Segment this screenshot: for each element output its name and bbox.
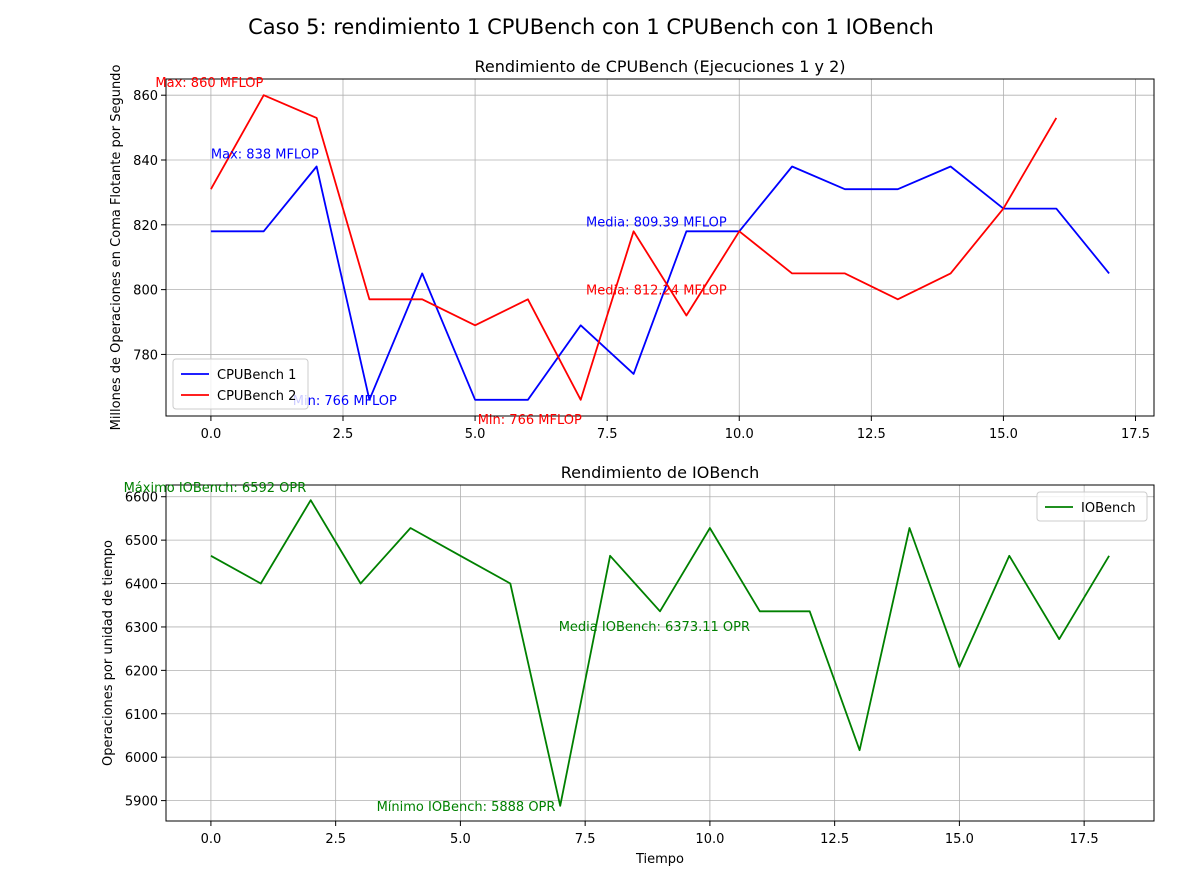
- annotation-label: Max: 860 MFLOP: [155, 76, 263, 91]
- series-line-cpubench-2: [210, 94, 1058, 401]
- x-tick-label: 5.0: [465, 427, 486, 442]
- x-tick-label: 15.0: [989, 427, 1018, 442]
- legend: IOBench: [1036, 491, 1148, 522]
- y-tick-label: 6500: [125, 534, 158, 549]
- x-tick-label: 2.5: [333, 427, 354, 442]
- y-tick-label: 6600: [125, 491, 158, 506]
- annotation-label: Media: 809.39 MFLOP: [586, 216, 727, 231]
- y-tick-label: 840: [133, 154, 158, 169]
- chart-title: Rendimiento de IOBench: [561, 463, 759, 482]
- legend-label: IOBench: [1081, 501, 1136, 516]
- series-line-iobench: [210, 499, 1110, 807]
- y-axis-label: Millones de Operaciones en Coma Flotante…: [109, 65, 124, 431]
- annotation-label: Máximo IOBench: 6592 OPR: [124, 481, 307, 496]
- x-tick-label: 10.0: [725, 427, 754, 442]
- x-tick-label: 10.0: [695, 832, 724, 847]
- x-tick-label: 17.5: [1121, 427, 1150, 442]
- x-tick-label: 12.5: [857, 427, 886, 442]
- annotation-label: Media IOBench: 6373.11 OPR: [559, 620, 750, 635]
- x-tick-label: 7.5: [597, 427, 618, 442]
- iobench-chart: 0.0 2.5 5.0 7.5 10.0 12.5 15.0 17.5 5900 6000 6100…: [101, 463, 1155, 867]
- x-tick-label: 2.5: [325, 832, 346, 847]
- y-tick-label: 6000: [125, 751, 158, 766]
- y-tick-label: 780: [133, 348, 158, 363]
- annotation-label: Media: 812.24 MFLOP: [586, 284, 727, 299]
- y-tick-label: 860: [133, 89, 158, 104]
- annotation-label: Min: 766 MFLOP: [293, 394, 397, 409]
- y-axis-label: Operaciones por unidad de tiempo: [101, 540, 116, 766]
- annotation-label: Max: 838 MFLOP: [211, 148, 319, 163]
- annotation-label: Min: 766 MFLOP: [478, 413, 582, 428]
- y-tick-label: 6300: [125, 621, 158, 636]
- axes-frame: [165, 78, 1155, 417]
- x-tick-label: 15.0: [945, 832, 974, 847]
- legend-label: CPUBench 1: [217, 368, 296, 383]
- legend-box: [172, 358, 309, 410]
- x-tick-label: 7.5: [575, 832, 596, 847]
- legend-label: CPUBench 2: [217, 389, 296, 404]
- x-tick-label: 0.0: [201, 832, 222, 847]
- y-tick-label: 5900: [125, 795, 158, 810]
- series-line-cpubench-1: [210, 165, 1110, 401]
- axes-frame: [165, 484, 1155, 822]
- x-tick-label: 5.0: [450, 832, 471, 847]
- x-tick-label: 17.5: [1070, 832, 1099, 847]
- legend: CPUBench 1 CPUBench 2: [172, 358, 309, 410]
- annotation-label: Mínimo IOBench: 5888 OPR: [377, 800, 556, 815]
- legend-box: [1036, 491, 1148, 522]
- x-axis-label: Tiempo: [635, 852, 684, 867]
- y-tick-label: 820: [133, 219, 158, 234]
- y-tick-label: 800: [133, 284, 158, 299]
- y-tick-label: 6400: [125, 578, 158, 593]
- figure-title: Caso 5: rendimiento 1 CPUBench con 1 CPU…: [248, 15, 934, 39]
- x-tick-label: 12.5: [820, 832, 849, 847]
- y-tick-label: 6200: [125, 664, 158, 679]
- x-tick-label: 0.0: [201, 427, 222, 442]
- y-tick-label: 6100: [125, 708, 158, 723]
- cpubench-chart: 0.0 2.5 5.0 7.5 10.0 12.5 15.0 17.5 780 800 820 840…: [109, 57, 1155, 442]
- chart-title: Rendimiento de CPUBench (Ejecuciones 1 y…: [474, 57, 845, 76]
